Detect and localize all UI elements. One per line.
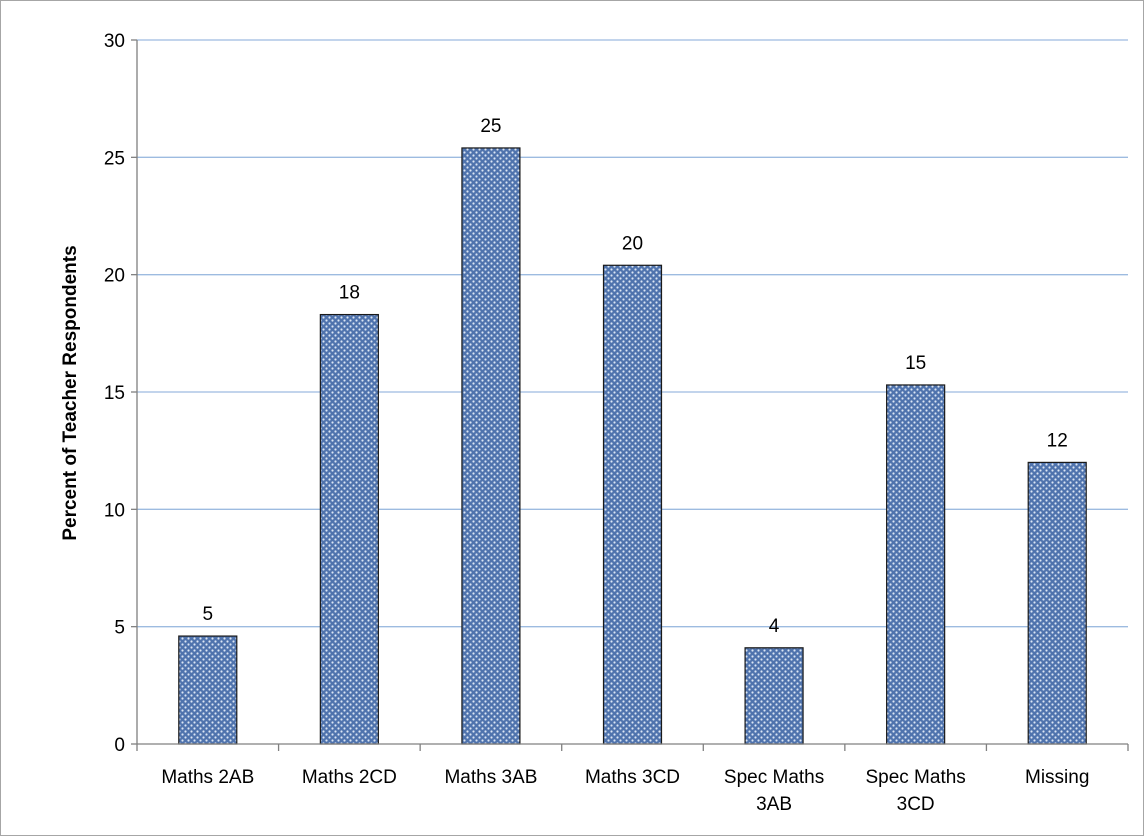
bar bbox=[602, 264, 663, 745]
data-label: 4 bbox=[769, 616, 780, 637]
x-tick-label: Maths 3AB bbox=[444, 767, 537, 788]
y-tick-label: 30 bbox=[104, 31, 125, 52]
bar bbox=[461, 147, 521, 745]
data-label: 20 bbox=[622, 233, 643, 254]
labels: 0 5 10 15 20 25 30 5 Maths 2AB 18 Maths 2CD 25 Maths… bbox=[104, 31, 1090, 815]
data-label: 25 bbox=[480, 116, 501, 137]
x-tick-label: Maths 3CD bbox=[585, 767, 680, 788]
data-label: 15 bbox=[905, 353, 926, 374]
x-tick-label: Maths 2CD bbox=[302, 767, 397, 788]
bar bbox=[1027, 461, 1087, 745]
bar bbox=[886, 384, 946, 745]
y-tick-label: 20 bbox=[104, 266, 125, 287]
x-tick-label: Missing bbox=[1025, 767, 1089, 788]
x-tick-label: Spec Maths bbox=[724, 767, 824, 788]
axes bbox=[131, 39, 1129, 751]
bar bbox=[319, 313, 379, 745]
x-tick-label: 3AB bbox=[756, 794, 792, 815]
bar bbox=[744, 647, 804, 745]
y-tick-label: 25 bbox=[104, 148, 125, 169]
y-tick-label: 0 bbox=[114, 735, 125, 756]
y-tick-label: 5 bbox=[114, 618, 125, 639]
x-tick-label: Maths 2AB bbox=[161, 767, 254, 788]
bars bbox=[178, 147, 1087, 745]
y-axis-title: Percent of Teacher Respondents bbox=[60, 245, 81, 540]
x-tick-label: 3CD bbox=[897, 794, 935, 815]
bar bbox=[178, 635, 238, 745]
y-tick-label: 15 bbox=[104, 383, 125, 404]
data-label: 5 bbox=[202, 604, 213, 625]
data-label: 12 bbox=[1047, 430, 1068, 451]
y-tick-label: 10 bbox=[104, 500, 125, 521]
x-tick-label: Spec Maths bbox=[865, 767, 965, 788]
data-label: 18 bbox=[339, 283, 360, 304]
